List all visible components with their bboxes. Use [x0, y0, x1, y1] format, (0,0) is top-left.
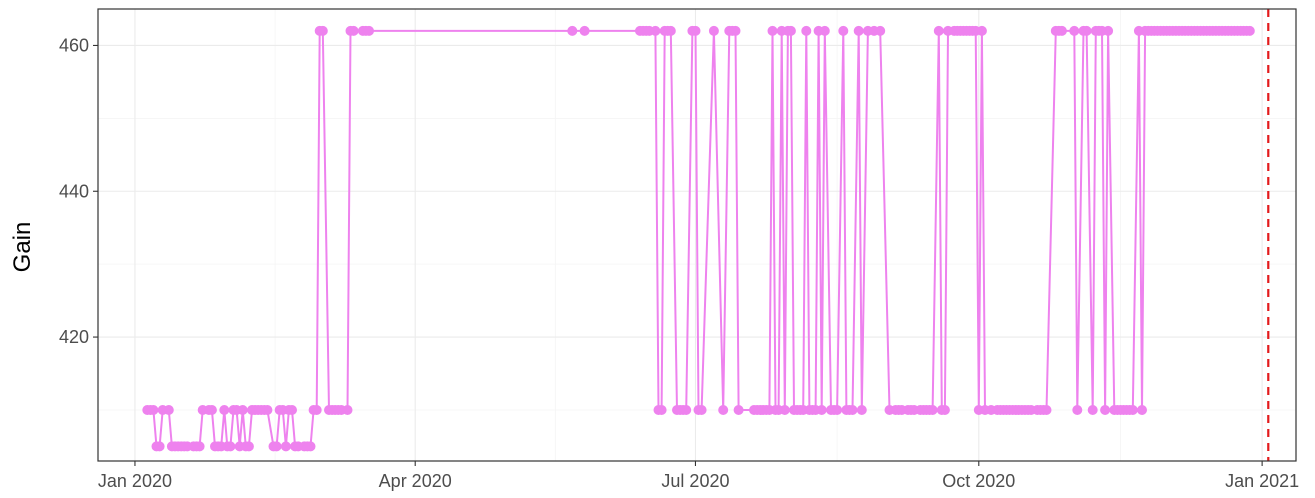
data-point: [579, 25, 590, 36]
y-tick-label: 440: [59, 181, 89, 201]
data-point: [1072, 405, 1083, 415]
data-point: [1041, 405, 1052, 415]
y-tick-label: 460: [59, 35, 89, 55]
data-point: [816, 405, 827, 415]
data-point: [271, 441, 282, 452]
data-point: [665, 25, 676, 36]
data-point: [708, 25, 719, 36]
data-point: [364, 25, 374, 36]
data-point: [1056, 25, 1067, 36]
data-point: [696, 405, 707, 415]
data-point: [342, 405, 353, 415]
data-point: [939, 405, 950, 415]
data-point: [154, 441, 165, 452]
x-tick-label: Jul 2020: [661, 471, 729, 491]
y-axis: 420 440 460: [59, 35, 98, 347]
data-point: [718, 405, 729, 415]
data-point: [280, 441, 291, 452]
data-point: [933, 25, 944, 36]
data-point: [311, 405, 322, 415]
data-point: [856, 405, 867, 415]
x-axis: Jan 2020 Apr 2020 Jul 2020 Oct 2020 Jan 2021: [98, 461, 1299, 491]
data-point: [847, 405, 858, 415]
data-point: [1081, 25, 1092, 36]
data-point: [1069, 25, 1080, 36]
data-point: [225, 441, 236, 452]
data-point: [1137, 405, 1147, 415]
x-tick-label: Jan 2021: [1225, 471, 1299, 491]
data-point: [163, 405, 174, 415]
x-tick-label: Oct 2020: [942, 471, 1015, 491]
data-point: [875, 25, 886, 36]
data-point: [785, 25, 796, 36]
data-point: [927, 405, 938, 415]
data-point: [819, 25, 830, 36]
data-point: [690, 25, 701, 36]
data-point: [681, 405, 692, 415]
data-point: [767, 25, 778, 36]
data-point: [801, 25, 812, 36]
data-point: [650, 25, 661, 36]
data-point: [148, 405, 159, 415]
data-point: [348, 25, 359, 36]
y-axis-label: Gain: [9, 221, 36, 273]
data-point: [656, 405, 667, 415]
data-point: [1103, 25, 1114, 36]
data-point: [1244, 25, 1255, 36]
data-point: [194, 441, 205, 452]
data-point: [317, 25, 328, 36]
x-tick-label: Jan 2020: [98, 471, 172, 491]
data-point: [219, 405, 230, 415]
data-point: [287, 405, 297, 415]
data-point: [243, 441, 254, 452]
data-point: [779, 405, 790, 415]
data-point: [237, 405, 248, 415]
data-point: [976, 25, 987, 36]
data-point: [853, 25, 864, 36]
plot-border: [97, 8, 1297, 462]
data-series: [142, 25, 1255, 452]
y-tick-label: 420: [59, 327, 89, 347]
data-point: [206, 405, 217, 415]
data-point: [733, 405, 744, 415]
data-point: [305, 441, 316, 452]
data-point: [832, 405, 843, 415]
data-point: [262, 405, 273, 415]
data-point: [730, 25, 741, 36]
data-point: [567, 25, 578, 36]
data-point: [1100, 405, 1111, 415]
data-point: [1127, 405, 1138, 415]
x-tick-label: Apr 2020: [379, 471, 452, 491]
data-point: [1087, 405, 1098, 415]
y-axis-title: Gain: [8, 222, 38, 273]
data-point: [838, 25, 849, 36]
